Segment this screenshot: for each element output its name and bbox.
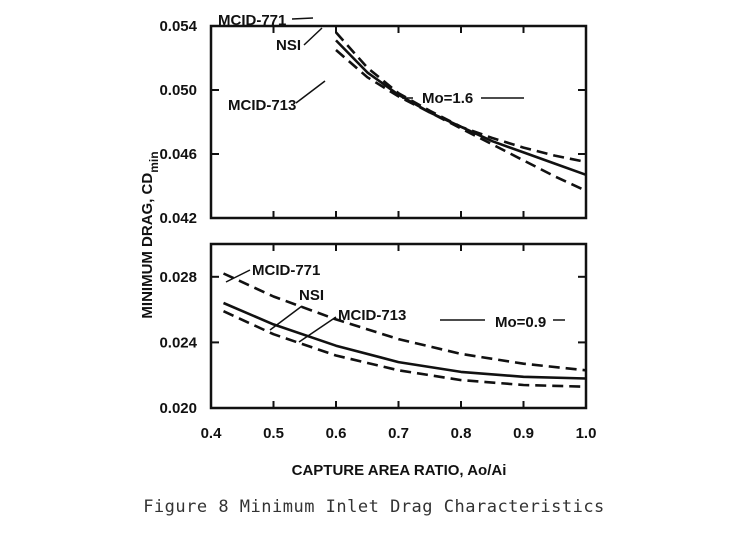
series-label-mcid-713: MCID-713 — [338, 307, 406, 324]
series-leader-line — [291, 17, 314, 20]
series-line-mcid-713 — [335, 49, 587, 192]
x-tick-label: 1.0 — [576, 425, 597, 442]
x-tick-label: 0.9 — [513, 425, 534, 442]
y-tick-label: 0.050 — [159, 82, 197, 99]
y-tick-label: 0.054 — [159, 18, 197, 35]
series-leader-line — [269, 305, 303, 331]
series-line-nsi — [335, 39, 587, 177]
y-axis-label-main: MINIMUM DRAG, CD — [139, 173, 156, 319]
y-tick-label: 0.046 — [159, 146, 197, 163]
mach-annotation: Mo=1.6 — [422, 90, 473, 107]
y-tick-label: 0.042 — [159, 210, 197, 227]
x-tick-label: 0.4 — [201, 425, 223, 442]
mach-annotation: Mo=0.9 — [495, 314, 546, 331]
series-leader-line — [225, 269, 251, 283]
series-label-mcid-713: MCID-713 — [228, 97, 296, 114]
y-tick-label: 0.028 — [159, 269, 197, 286]
series-label-nsi: NSI — [276, 37, 301, 54]
series-leader-line — [298, 316, 337, 343]
x-axis-label: CAPTURE AREA RATIO, Ao/Ai — [292, 462, 507, 479]
bottom-panel: 0.020 0.024 0.028 0.4 0.5 0.6 0.7 0.8 0.9 1.0 MCID… — [159, 242, 597, 442]
figure-caption: Figure 8 Minimum Inlet Drag Characterist… — [143, 497, 605, 517]
series-line-nsi — [222, 301, 587, 380]
series-leader-line — [295, 80, 326, 104]
top-panel: 0.042 0.046 0.050 0.054 MCID-771 NSI MCID-713 M… — [159, 12, 588, 227]
series-line-mcid-713 — [222, 310, 587, 388]
x-tick-label: 0.6 — [326, 425, 347, 442]
y-axis-label: MINIMUM DRAG, CDmin — [139, 151, 161, 318]
series-line-mcid-771 — [222, 272, 587, 372]
y-axis-label-sub: min — [147, 151, 161, 172]
series-leader-line — [303, 27, 323, 46]
plot-frame — [209, 24, 588, 220]
x-tick-label: 0.7 — [388, 425, 409, 442]
series-label-mcid-771: MCID-771 — [218, 12, 286, 29]
y-tick-label: 0.024 — [159, 334, 197, 351]
axis-labels: CAPTURE AREA RATIO, Ao/Ai MINIMUM DRAG, … — [139, 151, 506, 479]
y-tick-label: 0.020 — [159, 400, 197, 417]
series-label-nsi: NSI — [299, 287, 324, 304]
x-tick-label: 0.5 — [263, 425, 284, 442]
series-label-mcid-771: MCID-771 — [252, 262, 320, 279]
x-tick-label: 0.8 — [451, 425, 472, 442]
